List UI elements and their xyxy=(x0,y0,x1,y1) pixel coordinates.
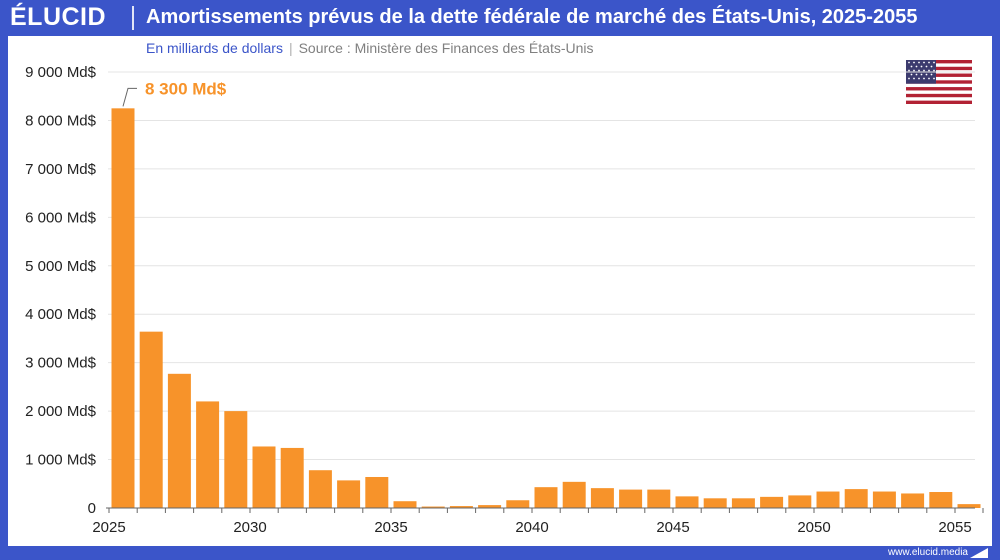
header-bar: ÉLUCID Amortissements prévus de la dette… xyxy=(0,0,1000,36)
bar xyxy=(844,489,868,508)
bar xyxy=(365,476,389,508)
x-tick-label: 2025 xyxy=(92,519,125,536)
flag-stars xyxy=(908,61,935,80)
us-flag-icon xyxy=(906,60,972,104)
bars xyxy=(111,108,981,508)
x-tick-label: 2040 xyxy=(515,519,548,536)
annotation-leader xyxy=(122,87,137,107)
bar xyxy=(703,498,727,508)
y-tick-label: 1 000 Md$ xyxy=(25,452,97,469)
source-label: Source : Ministère des Finances des État… xyxy=(298,40,594,56)
bar xyxy=(308,470,332,508)
bar xyxy=(167,373,191,508)
x-tick-label: 2030 xyxy=(233,519,266,536)
bar xyxy=(139,331,163,508)
chart-title: Amortissements prévus de la dette fédéra… xyxy=(146,6,918,28)
bar xyxy=(393,501,417,508)
gridlines xyxy=(108,71,975,461)
x-tick-label: 2050 xyxy=(797,519,830,536)
y-tick-label: 2 000 Md$ xyxy=(25,403,97,420)
bar xyxy=(111,108,135,508)
unit-label: En milliards de dollars xyxy=(146,40,283,56)
bar xyxy=(534,487,558,508)
bar xyxy=(337,480,361,508)
y-tick-label: 0 xyxy=(88,500,96,517)
footer-url[interactable]: www.elucid.media xyxy=(887,547,968,558)
bar xyxy=(449,506,473,508)
bar xyxy=(478,505,502,508)
annotation: 8 300 Md$ xyxy=(122,79,227,107)
bar xyxy=(421,506,445,508)
bar xyxy=(901,493,925,508)
bar xyxy=(788,495,812,508)
y-tick-label: 4 000 Md$ xyxy=(25,306,97,323)
bar xyxy=(252,446,276,508)
bar xyxy=(816,491,840,508)
bar xyxy=(506,500,530,508)
bar xyxy=(929,492,953,508)
elucid-mark-icon xyxy=(970,548,988,558)
bar xyxy=(731,498,755,508)
x-axis: 2025 2030 2035 2040 2045 2050 2055 xyxy=(92,507,984,536)
y-axis-labels: 0 1 000 Md$ 2 000 Md$ 3 000 Md$ 4 000 Md$ 5 0… xyxy=(25,64,97,517)
bar xyxy=(280,447,304,508)
bar xyxy=(675,496,699,508)
brand-logo[interactable]: ÉLUCID xyxy=(10,3,107,31)
x-tick-label: 2035 xyxy=(374,519,407,536)
bar xyxy=(590,488,614,508)
y-tick-label: 9 000 Md$ xyxy=(25,64,97,81)
bar xyxy=(562,481,586,508)
y-tick-label: 5 000 Md$ xyxy=(25,258,97,275)
bar xyxy=(196,401,220,508)
bar xyxy=(647,489,671,508)
annotation-label: 8 300 Md$ xyxy=(145,79,227,98)
bar xyxy=(872,491,896,508)
bar xyxy=(619,489,643,508)
y-tick-label: 8 000 Md$ xyxy=(25,112,97,129)
x-tick-label: 2055 xyxy=(938,519,971,536)
x-tick-label: 2045 xyxy=(656,519,689,536)
bar xyxy=(760,496,784,508)
bar xyxy=(224,411,248,508)
y-tick-label: 6 000 Md$ xyxy=(25,209,97,226)
subtitle-separator: | xyxy=(288,40,293,56)
y-tick-label: 7 000 Md$ xyxy=(25,161,97,178)
header-divider xyxy=(132,6,134,30)
bar xyxy=(957,504,981,508)
y-tick-label: 3 000 Md$ xyxy=(25,355,97,372)
chart-subtitle: En milliards de dollars | Source : Ministè… xyxy=(146,40,594,56)
